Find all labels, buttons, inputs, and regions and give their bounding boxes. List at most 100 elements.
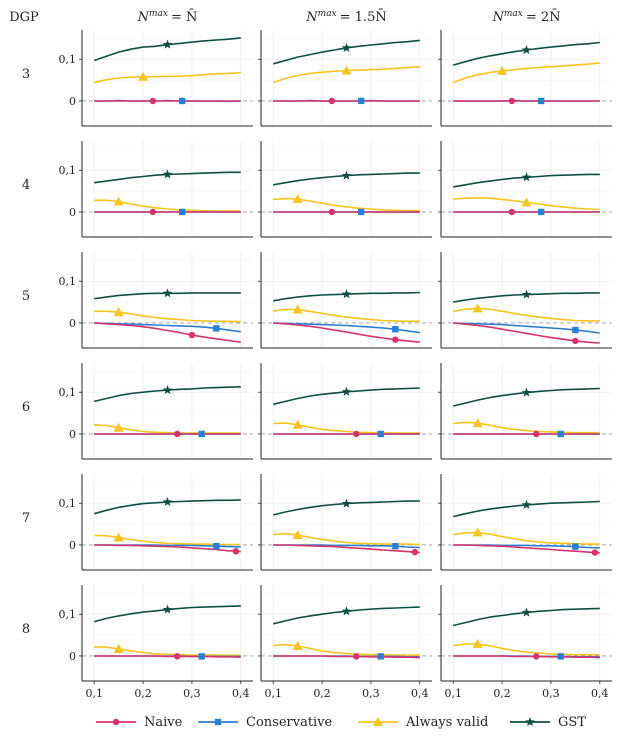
legend-swatch-marker — [214, 718, 222, 726]
x-tick-label: 0,2 — [134, 687, 152, 700]
series-marker-always-valid — [292, 194, 303, 204]
series-marker-gst — [341, 498, 352, 508]
panel-r0-c0: 00,1 — [59, 30, 253, 127]
series-marker-naive — [353, 430, 360, 438]
panel-r0-c1 — [258, 30, 432, 127]
column-title-rhs: = N̄ — [171, 9, 197, 25]
series-marker-gst — [162, 288, 173, 298]
y-tick-label: 0,1 — [59, 608, 77, 621]
series-marker-conservative — [213, 325, 220, 332]
panel-r3-c0: 00,1 — [59, 363, 253, 460]
series-line-naive — [273, 655, 420, 659]
series-marker-gst — [162, 39, 173, 49]
series-marker-conservative — [572, 326, 579, 334]
series-marker-naive — [572, 337, 579, 345]
panel-r4-c2 — [438, 474, 612, 571]
series-marker-conservative — [377, 653, 384, 660]
panel-r5-c2: 0,1 0,2 0,3 0,4 — [438, 585, 612, 700]
y-tick-label: 0 — [69, 650, 76, 663]
x-tick-label: 0,3 — [362, 687, 380, 700]
series-marker-conservative — [178, 208, 186, 216]
x-tick-label: 0,3 — [542, 687, 560, 700]
series-marker-always-valid — [472, 303, 483, 313]
panel-r5-c0: 0 0,1 0,1 0,2 0,3 0,4 — [59, 585, 253, 700]
legend-swatch-marker — [373, 717, 383, 726]
series-marker-naive — [392, 336, 399, 343]
series-marker-naive — [174, 653, 181, 660]
series-marker-naive — [533, 653, 540, 660]
legend-label: Conservative — [246, 715, 333, 730]
series-marker-gst — [162, 385, 173, 395]
dgp-row-label: 7 — [22, 511, 30, 526]
column-title-base: N — [305, 10, 318, 25]
column-title-base: N — [137, 10, 150, 25]
x-tick-label: 0,1 — [264, 687, 282, 700]
series-line-naive — [453, 544, 600, 554]
y-tick-label: 0 — [69, 206, 76, 219]
series-line-naive — [94, 322, 241, 343]
column-title: Nmax = 2N̄ — [491, 9, 560, 25]
series-marker-conservative — [557, 653, 564, 660]
dgp-row-label: 6 — [22, 400, 30, 415]
x-tick-label: 0,2 — [493, 687, 511, 700]
series-marker-always-valid — [292, 640, 303, 650]
y-tick-label: 0,1 — [59, 53, 77, 66]
x-tick-label: 0,4 — [411, 687, 429, 700]
series-marker-conservative — [178, 97, 186, 105]
legend-swatch-marker — [525, 717, 535, 727]
series-marker-naive — [149, 97, 157, 105]
series-marker-always-valid — [472, 418, 483, 428]
legend-label: GST — [558, 715, 586, 730]
series-marker-naive — [508, 97, 516, 105]
series-marker-always-valid — [521, 197, 532, 207]
series-marker-always-valid — [113, 307, 124, 317]
series-marker-naive — [533, 430, 540, 438]
column-title-superscript: max — [149, 9, 168, 19]
legend-swatch-marker — [112, 718, 120, 726]
panel-r1-c2 — [438, 141, 612, 238]
series-marker-conservative — [377, 430, 384, 438]
series-marker-conservative — [392, 326, 399, 333]
panel-r5-c1: 0,1 0,2 0,3 0,4 — [258, 585, 432, 700]
series-marker-conservative — [357, 208, 365, 216]
legend-item-conservative: Conservative — [198, 715, 333, 730]
dgp-row-label: 4 — [22, 178, 30, 193]
series-line-naive — [94, 544, 241, 553]
x-tick-label: 0,2 — [313, 687, 331, 700]
legend-item-naive: Naive — [96, 715, 183, 730]
series-marker-naive — [508, 208, 516, 216]
series-marker-gst — [521, 387, 532, 397]
y-tick-label: 0 — [69, 317, 76, 330]
panel-r1-c0: 00,1 — [59, 141, 253, 238]
series-marker-gst — [341, 289, 352, 299]
column-title-superscript: max — [504, 9, 523, 19]
panel-r2-c1 — [258, 252, 432, 349]
panel-r3-c2 — [438, 363, 612, 460]
column-title-rhs: = 2N̄ — [526, 9, 561, 25]
y-tick-label: 0 — [69, 428, 76, 441]
series-marker-naive — [232, 548, 240, 555]
row-header-label: DGP — [9, 10, 39, 25]
y-tick-label: 0 — [69, 539, 76, 552]
series-marker-conservative — [392, 543, 399, 550]
panel-r3-c1 — [258, 363, 432, 460]
panel-r4-c0: 00,1 — [59, 474, 253, 571]
series-marker-always-valid — [113, 196, 124, 206]
series-marker-gst — [521, 289, 532, 299]
panel-r2-c2 — [438, 252, 612, 349]
dgp-row-label: 5 — [22, 289, 30, 304]
x-tick-label: 0,4 — [232, 687, 250, 700]
series-line-naive — [273, 544, 420, 554]
series-marker-gst — [162, 604, 173, 614]
series-marker-naive — [411, 548, 419, 556]
series-marker-naive — [328, 97, 336, 105]
series-marker-conservative — [198, 430, 205, 438]
column-title-superscript: max — [318, 9, 337, 19]
dgp-row-label: 8 — [22, 622, 30, 637]
y-tick-label: 0,1 — [59, 275, 77, 288]
series-marker-gst — [162, 496, 173, 507]
panel-r1-c1 — [258, 141, 432, 238]
series-marker-naive — [188, 331, 196, 339]
y-tick-label: 0 — [69, 95, 76, 108]
